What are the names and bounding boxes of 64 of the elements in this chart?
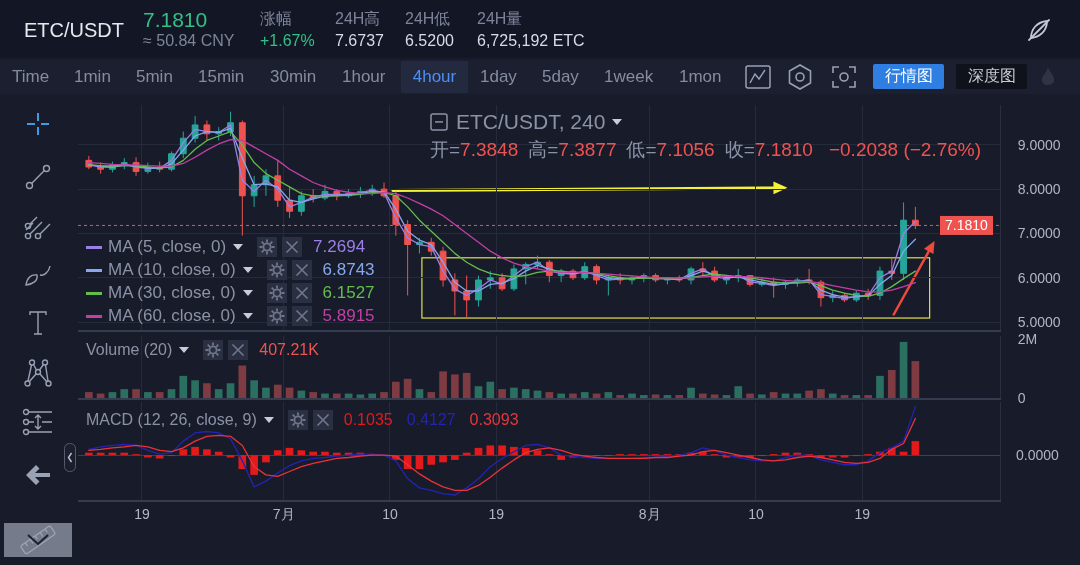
annotation: 0.4127	[406, 410, 456, 430]
text: 1week	[604, 67, 654, 87]
ref-line-label: 7.1810	[940, 216, 993, 235]
annotation: 0.1035	[343, 410, 393, 430]
text: 0.0000	[1016, 447, 1060, 463]
y-tick-label: 0	[1017, 389, 1026, 406]
chart-title: ETC/USDT, 240	[456, 109, 606, 135]
text: 1min	[74, 67, 111, 87]
x-tick-label: 8月	[638, 505, 661, 522]
text: 15min	[198, 67, 245, 87]
text: 6.5200	[405, 31, 454, 51]
y-tick-label: 6.0000	[1017, 269, 1061, 286]
text: ETC/USDT	[24, 18, 124, 42]
text: 1day	[480, 67, 517, 87]
legend-label: MA (30, close, 0)	[108, 283, 236, 303]
text: 7.1810	[143, 7, 208, 33]
text: 7.6737	[335, 31, 384, 51]
x-tick-label: 19	[488, 505, 505, 522]
text: 6,725,192 ETC	[477, 31, 585, 51]
annotation: 7.2694	[313, 237, 366, 257]
text: 4hour	[412, 67, 457, 87]
annotation: 低=	[626, 139, 657, 161]
annotation: 6.1527	[322, 283, 375, 303]
text: 24H低	[405, 9, 451, 29]
annotation: 7.3877	[558, 139, 617, 161]
y-tick-label: 9.0000	[1017, 136, 1061, 153]
legend-label: MA (5, close, 0)	[108, 237, 227, 257]
x-tick-label: 19	[134, 505, 150, 522]
text: ≈ 50.84 CNY	[143, 31, 235, 51]
x-tick-label: 19	[854, 505, 871, 522]
text: 深度图	[967, 67, 1016, 86]
y-tick-label: 2M	[1017, 330, 1038, 347]
text: 1mon	[679, 67, 722, 87]
text: 30min	[270, 67, 317, 87]
x-tick-label: 7月	[272, 505, 295, 522]
annotation: −0.2038 (−2.76%)	[828, 139, 982, 161]
text: 24H高	[335, 9, 381, 29]
text: Time	[12, 67, 50, 87]
x-tick-label: 10	[382, 505, 398, 522]
text: 5min	[136, 67, 173, 87]
annotation: 高=	[528, 139, 559, 161]
y-tick-label: 5.0000	[1017, 313, 1061, 330]
chart-title: MACD (12, 26, close, 9)	[86, 410, 257, 430]
legend-label: MA (10, close, 0)	[108, 260, 236, 280]
annotation: 开=	[430, 139, 461, 161]
annotation: 7.3848	[460, 139, 519, 161]
annotation: 收=	[724, 139, 755, 161]
x-tick-label: 10	[748, 505, 764, 522]
y-tick-label: 7.0000	[1017, 225, 1061, 242]
legend-label: MA (60, close, 0)	[108, 306, 236, 326]
annotation: 7.1056	[656, 139, 715, 161]
annotation: 7.1810	[754, 139, 813, 161]
text: +1.67%	[260, 31, 315, 51]
text: 24H量	[477, 9, 523, 29]
annotation: 407.21K	[259, 340, 319, 360]
annotation: 6.8743	[322, 260, 375, 280]
annotation: 5.8915	[322, 306, 375, 326]
annotation: 0.3093	[469, 410, 519, 430]
text: 涨幅	[260, 9, 292, 29]
text: 行情图	[884, 67, 933, 86]
chart-title: Volume (20)	[86, 340, 173, 360]
text: 5day	[542, 67, 579, 87]
text: 1hour	[342, 67, 386, 87]
y-tick-label: 8.0000	[1017, 181, 1061, 198]
